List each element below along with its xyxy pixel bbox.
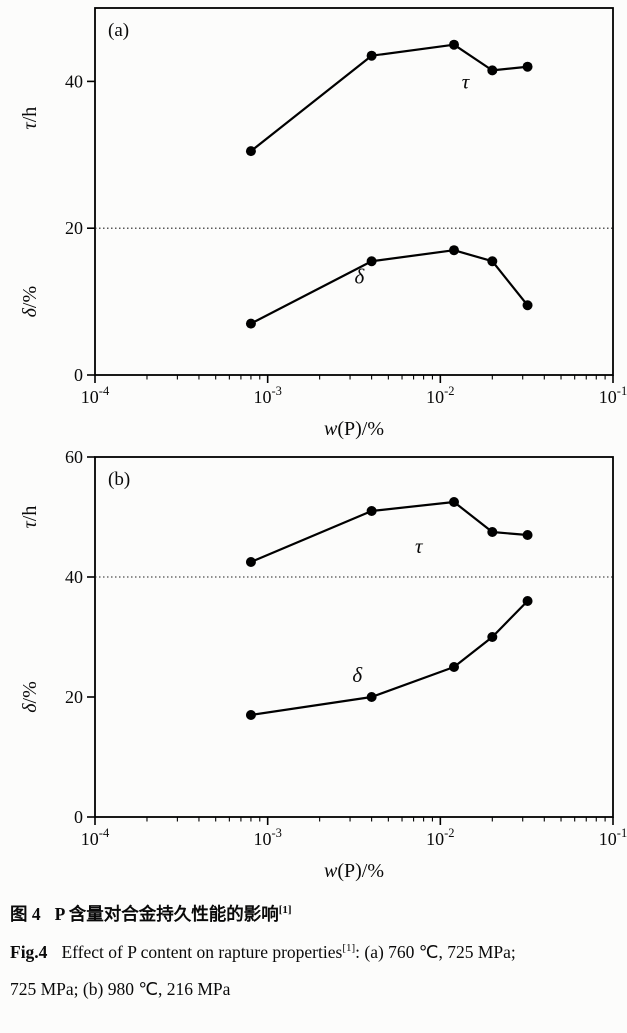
tau-series: τ [245,497,533,567]
y-tick-label: 0 [74,807,83,827]
data-point [522,530,533,540]
data-point [522,61,533,72]
x-tick-label: 10-1 [599,384,627,407]
y-tick-label: 20 [65,687,83,707]
delta-series: δ [245,245,533,329]
y-axis-label-delta: δ/% [19,286,41,318]
y-tick-label: 0 [74,365,83,385]
data-point [487,527,498,537]
caption-zh-label: 图 4 [10,904,41,924]
y-axis-label-delta: δ/% [19,681,41,713]
data-point [245,557,256,567]
data-point [366,692,377,702]
caption-zh-ref: [1] [278,904,292,917]
x-axis-label: w(P)/% [324,418,384,440]
delta-series: δ [245,596,533,720]
x-tick-label: 10-2 [426,384,454,407]
plot-frame [94,456,614,818]
y-axis-label-tau: τ/h [19,107,41,130]
data-point [487,256,498,267]
x-tick-label: 10-4 [81,384,110,407]
data-point [245,710,256,720]
data-point [449,497,460,507]
y-tick-label: 60 [65,450,83,467]
data-point [522,300,533,311]
caption-en-tail2: 725 MPa; (b) 980 ℃, 216 MPa [10,979,231,1000]
chart-b: 0 20 40 60 10-4 10-3 10-2 10-1 (b) τ/h δ/% w(P)/% τ δ [19,450,627,882]
series-label: δ [355,264,366,288]
data-point [366,256,377,267]
data-point [449,662,460,672]
data-point [449,39,460,50]
data-point [245,318,256,329]
y-tick-label: 40 [65,567,83,587]
data-point [487,632,498,642]
caption-en-ref: [1] [342,941,356,954]
series-label: τ [462,70,471,94]
x-tick-label: 10-3 [253,826,281,849]
panel-label: (b) [108,469,130,490]
panel-label: (a) [108,20,129,41]
data-point [366,506,377,516]
tau-series: τ [245,39,533,157]
data-point [522,596,533,606]
x-tick-label: 10-2 [426,826,454,849]
x-axis-label: w(P)/% [324,860,384,882]
caption-en-label: Fig.4 [10,941,48,962]
series-label: τ [415,534,424,558]
data-point [487,65,498,76]
y-axis-label-tau: τ/h [19,506,41,529]
y-tick-label: 40 [65,71,83,91]
x-tick-label: 10-1 [599,826,627,849]
caption-chinese: 图 4 P 含量对合金持久性能的影响[1] [10,896,615,934]
x-tick-label: 10-4 [81,826,110,849]
data-point [366,50,377,61]
caption-english: Fig.4 Effect of P content on rapture prop… [10,934,615,1009]
chart-a: 0 20 40 10-4 10-3 10-2 10-1 (a) τ/h δ/% w(P)/% τ δ [19,7,627,440]
data-point [245,146,256,157]
caption-zh-text: P 含量对合金持久性能的影响 [54,904,279,924]
data-point [449,245,460,256]
caption-en-tail1: : (a) 760 ℃, 725 MPa; [355,941,516,962]
series-label: δ [352,663,363,687]
x-tick-label: 10-3 [253,384,281,407]
plot-frame [94,7,614,376]
caption-en-text: Effect of P content on rapture propertie… [61,941,343,962]
y-tick-label: 20 [65,218,83,238]
